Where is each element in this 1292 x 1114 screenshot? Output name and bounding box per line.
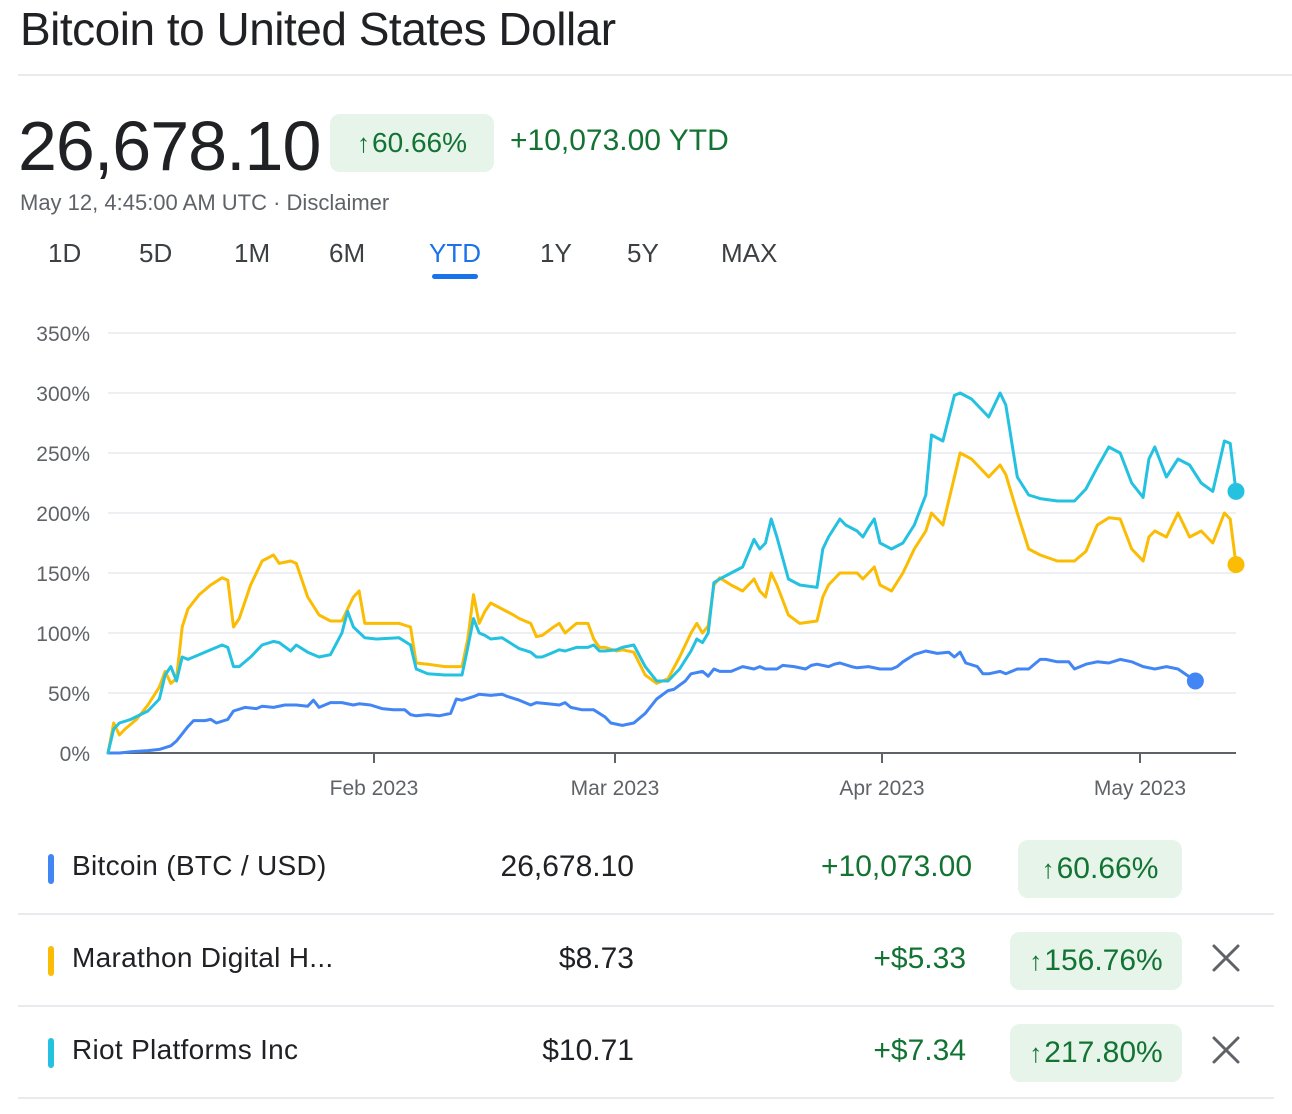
row-price: $8.73 (558, 942, 634, 975)
row-change: +$7.34 (873, 1034, 966, 1067)
x-tick-label: Feb 2023 (330, 777, 419, 800)
tab-max[interactable]: MAX (721, 238, 778, 268)
close-icon[interactable] (1208, 940, 1244, 976)
x-tick-label: May 2023 (1094, 777, 1186, 800)
bitcoin-series-line (106, 649, 1197, 755)
page-title: Bitcoin to United States Dollar (20, 3, 616, 55)
tab-6m[interactable]: 6M (329, 238, 366, 268)
row-percent-badge: ↑ 156.76% (1010, 932, 1182, 990)
riot-series-line (106, 391, 1238, 755)
y-tick-label: 150% (36, 563, 90, 586)
row-price: $10.71 (542, 1034, 634, 1067)
tab-1m[interactable]: 1M (234, 238, 271, 268)
y-tick-label: 350% (36, 323, 90, 346)
tab-1y[interactable]: 1Y (540, 238, 572, 268)
y-tick-label: 50% (48, 683, 90, 706)
row-name: Marathon Digital H... (72, 942, 334, 973)
comparison-line-chart[interactable]: 0% 50% 100% 150% 200% 250% 300% 350% Feb 2023 Mar… (0, 300, 1292, 812)
row-divider (18, 913, 1274, 915)
arrow-up-icon: ↑ (1029, 1037, 1043, 1068)
x-tick-label: Mar 2023 (571, 777, 660, 800)
series-color-swatch (48, 1038, 54, 1068)
row-divider (18, 1005, 1274, 1007)
arrow-up-icon: ↑ (1029, 945, 1043, 976)
y-tick-label: 100% (36, 623, 90, 646)
active-tab-indicator (432, 274, 478, 279)
row-name: Bitcoin (BTC / USD) (72, 850, 327, 881)
y-tick-label: 250% (36, 443, 90, 466)
tab-ytd[interactable]: YTD (429, 238, 481, 268)
row-change: +10,073.00 (821, 850, 972, 883)
range-tabs: 1D 5D 1M 6M YTD 1Y 5Y MAX (0, 238, 820, 288)
row-percent-value: 60.66% (1056, 852, 1159, 885)
row-percent-badge: ↑ 60.66% (1018, 840, 1182, 898)
y-tick-label: 300% (36, 383, 90, 406)
series-color-swatch (48, 854, 54, 884)
arrow-up-icon: ↑ (1041, 853, 1055, 884)
tab-1d[interactable]: 1D (48, 238, 82, 268)
y-tick-label: 0% (60, 743, 90, 766)
ytd-change: +10,073.00 YTD (510, 124, 729, 157)
comparison-row-riot[interactable]: Riot Platforms Inc $10.71 +$7.34 ↑ 217.80… (18, 1010, 1274, 1102)
row-price: 26,678.10 (500, 850, 634, 883)
row-divider (18, 1097, 1274, 1099)
tab-5d[interactable]: 5D (139, 238, 173, 268)
current-price: 26,678.10 (18, 107, 321, 185)
riot-end-marker (1227, 482, 1245, 500)
comparison-row-marathon[interactable]: Marathon Digital H... $8.73 +$5.33 ↑ 156.… (18, 918, 1274, 1010)
percent-change-badge: ↑ 60.66% (330, 114, 494, 172)
marathon-end-marker (1227, 556, 1245, 574)
bitcoin-end-marker (1186, 672, 1204, 690)
close-icon[interactable] (1208, 1032, 1244, 1068)
row-percent-value: 156.76% (1044, 944, 1163, 977)
row-percent-badge: ↑ 217.80% (1010, 1024, 1182, 1082)
arrow-up-icon: ↑ (357, 127, 371, 158)
row-name: Riot Platforms Inc (72, 1034, 299, 1065)
timestamp-disclaimer[interactable]: May 12, 4:45:00 AM UTC · Disclaimer (20, 190, 390, 215)
series-color-swatch (48, 946, 54, 976)
marathon-series-line (106, 451, 1238, 755)
row-percent-value: 217.80% (1044, 1036, 1163, 1069)
y-tick-label: 200% (36, 503, 90, 526)
tab-5y[interactable]: 5Y (627, 238, 659, 268)
percent-change-value: 60.66% (372, 127, 467, 158)
x-tick-label: Apr 2023 (839, 777, 924, 800)
title-divider (18, 74, 1292, 76)
comparison-row-bitcoin[interactable]: Bitcoin (BTC / USD) 26,678.10 +10,073.00… (18, 826, 1274, 918)
row-change: +$5.33 (873, 942, 966, 975)
